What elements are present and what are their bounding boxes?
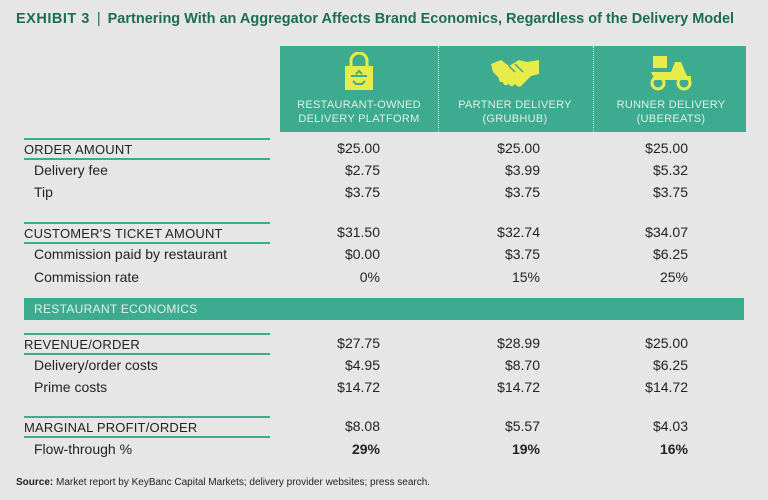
title-text: Partnering With an Aggregator Affects Br… xyxy=(107,11,735,27)
value-cell: $25.00 xyxy=(337,140,380,156)
value-cell: 25% xyxy=(659,269,688,285)
row-label-prime-costs: Prime costs xyxy=(34,379,108,395)
value-cell: $25.00 xyxy=(645,140,688,156)
section-rule xyxy=(24,353,270,355)
handshake-icon xyxy=(491,60,539,87)
value-cell: 0% xyxy=(359,269,380,285)
restaurant-economics-band: RESTAURANT ECONOMICS xyxy=(24,298,744,320)
column-header-restaurant-owned: RESTAURANT-OWNED DELIVERY PLATFORM xyxy=(284,52,434,126)
section-rule xyxy=(24,436,270,438)
value-cell: $3.75 xyxy=(344,184,380,200)
row-label-commission-paid: Commission paid by restaurant xyxy=(34,246,227,262)
value-cell: $14.72 xyxy=(497,379,540,395)
value-cell: 16% xyxy=(659,441,688,457)
title-separator: | xyxy=(96,11,101,27)
value-cell: $4.95 xyxy=(344,357,380,373)
value-cell: $25.00 xyxy=(645,335,688,351)
column-divider xyxy=(438,46,439,132)
section-rule xyxy=(24,222,270,224)
exhibit-number: EXHIBIT 3 xyxy=(16,11,90,27)
row-label-tip: Tip xyxy=(34,184,53,200)
section-rule xyxy=(24,138,270,140)
value-cell: $3.99 xyxy=(504,162,540,178)
column-header-runner-delivery: RUNNER DELIVERY (UBEREATS) xyxy=(596,52,746,126)
value-cell: $28.99 xyxy=(497,335,540,351)
row-label-delivery-costs: Delivery/order costs xyxy=(34,357,158,373)
column-label-line1: PARTNER DELIVERY xyxy=(458,99,572,111)
value-cell: $4.03 xyxy=(652,418,688,434)
section-rule xyxy=(24,242,270,244)
value-cell: $27.75 xyxy=(337,335,380,351)
value-cell: 19% xyxy=(511,441,540,457)
source-text: Market report by KeyBanc Capital Markets… xyxy=(56,477,431,488)
column-label-line2: (GRUBHUB) xyxy=(482,113,548,125)
section-label-ticket: CUSTOMER'S TICKET AMOUNT xyxy=(24,226,223,241)
section-rule xyxy=(24,158,270,160)
row-label-commission-rate: Commission rate xyxy=(34,269,140,285)
value-cell: $14.72 xyxy=(645,379,688,395)
bag-icon xyxy=(345,52,373,90)
value-cell: $3.75 xyxy=(504,246,540,262)
value-cell: $31.50 xyxy=(337,224,380,240)
value-cell: $6.25 xyxy=(652,357,688,373)
value-cell: $8.70 xyxy=(504,357,540,373)
source-note: Source: Market report by KeyBanc Capital… xyxy=(16,477,430,488)
value-cell: $25.00 xyxy=(497,140,540,156)
column-label-line1: RESTAURANT-OWNED xyxy=(297,99,421,111)
value-cell: $8.08 xyxy=(344,418,380,434)
section-rule xyxy=(24,333,270,335)
column-divider xyxy=(593,46,594,132)
value-cell: 29% xyxy=(351,441,380,457)
value-cell: $3.75 xyxy=(652,184,688,200)
row-label-delivery-fee: Delivery fee xyxy=(34,162,108,178)
value-cell: $5.57 xyxy=(504,418,540,434)
exhibit-title: EXHIBIT 3 | Partnering With an Aggregato… xyxy=(16,10,756,29)
value-cell: $2.75 xyxy=(344,162,380,178)
column-label-line2: (UBEREATS) xyxy=(636,113,706,125)
source-label: Source: xyxy=(16,477,54,488)
section-label-order-amount: ORDER AMOUNT xyxy=(24,142,133,157)
value-cell: $5.32 xyxy=(652,162,688,178)
value-cell: $14.72 xyxy=(337,379,380,395)
value-cell: $0.00 xyxy=(344,246,380,262)
section-label-revenue: REVENUE/ORDER xyxy=(24,337,141,352)
column-label-line1: RUNNER DELIVERY xyxy=(616,99,726,111)
section-label-margin: MARGINAL PROFIT/ORDER xyxy=(24,420,198,435)
value-cell: $3.75 xyxy=(504,184,540,200)
column-label-line2: DELIVERY PLATFORM xyxy=(298,113,420,125)
value-cell: $6.25 xyxy=(652,246,688,262)
column-header-partner-delivery: PARTNER DELIVERY (GRUBHUB) xyxy=(440,52,590,126)
scooter-icon xyxy=(650,56,692,91)
value-cell: $32.74 xyxy=(497,224,540,240)
value-cell: $34.07 xyxy=(645,224,688,240)
band-label: RESTAURANT ECONOMICS xyxy=(34,302,198,316)
value-cell: 15% xyxy=(511,269,540,285)
row-label-flow-through: Flow-through % xyxy=(34,441,133,457)
section-rule xyxy=(24,416,270,418)
